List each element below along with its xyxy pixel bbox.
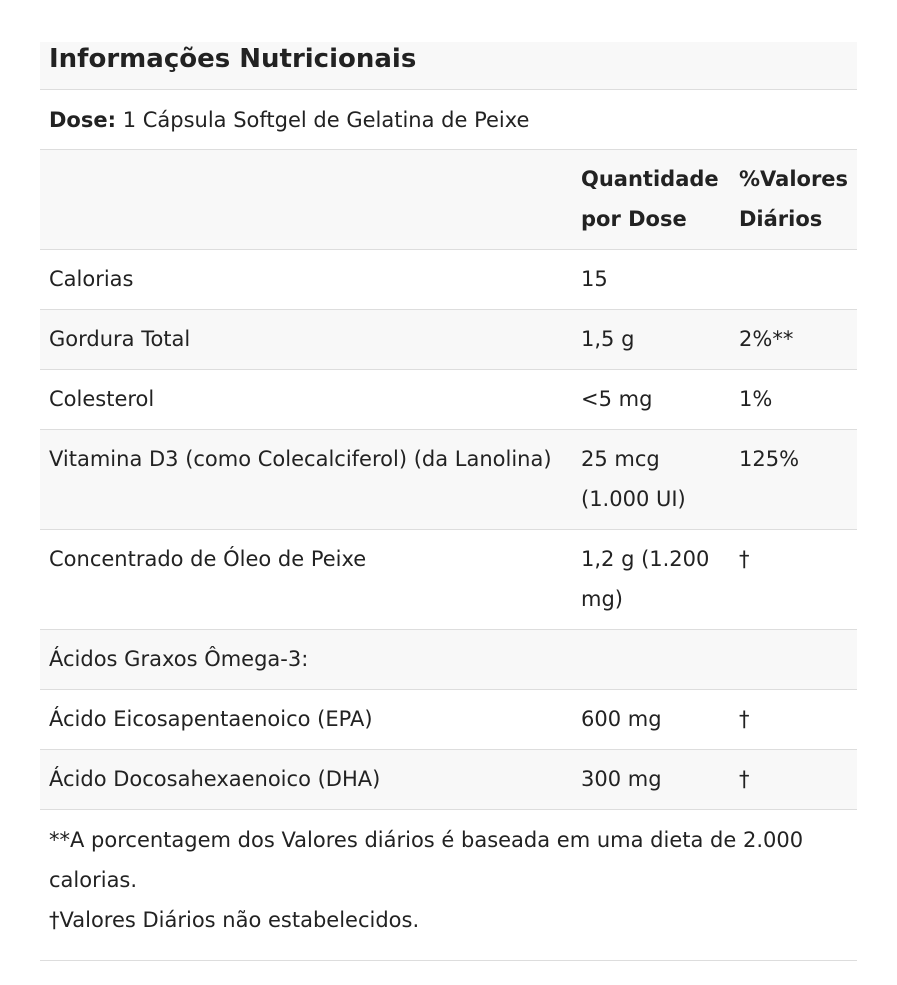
nutrient-row: Vitamina D3 (como Colecalciferol) (da La…	[40, 429, 858, 530]
footnote: †Valores Diários não estabelecidos.	[49, 908, 420, 932]
amount: <5 mg	[572, 369, 730, 430]
nutrient-row: Ácido Docosahexaenoico (DHA) 300 mg †	[40, 749, 858, 810]
daily-value: †	[730, 689, 858, 750]
nutrient: Calorias	[40, 249, 572, 310]
dose: Dose: 1 Cápsula Softgel de Gelatina de P…	[40, 89, 858, 150]
nutrient: Ácido Docosahexaenoico (DHA)	[40, 749, 572, 810]
amount: 1,2 g (1.200 mg)	[572, 529, 730, 630]
daily-value: †	[730, 529, 858, 630]
header-amount: Quantidade por Dose	[572, 149, 730, 250]
dose-row: Dose: 1 Cápsula Softgel de Gelatina de P…	[40, 89, 858, 150]
header-daily-value: %Valores Diários	[730, 149, 858, 250]
nutrient: Concentrado de Óleo de Peixe	[40, 529, 572, 630]
nutrient: Ácidos Graxos Ômega-3:	[40, 629, 858, 690]
amount: 25 mcg (1.000 UI)	[572, 429, 730, 530]
nutrient-row: Calorias 15	[40, 249, 858, 310]
nutrient-row: Colesterol <5 mg 1%	[40, 369, 858, 430]
amount: 1,5 g	[572, 309, 730, 370]
footnote: **A porcentagem dos Valores diários é ba…	[49, 828, 804, 892]
amount: 300 mg	[572, 749, 730, 810]
dose-label: Dose:	[49, 108, 116, 132]
nutrient-row: Concentrado de Óleo de Peixe 1,2 g (1.200…	[40, 529, 858, 630]
footnote-row: **A porcentagem dos Valores diários é ba…	[40, 809, 858, 961]
amount: 15	[572, 249, 730, 310]
daily-value: †	[730, 749, 858, 810]
nutrient: Ácido Eicosapentaenoico (EPA)	[40, 689, 572, 750]
title-row: Informações Nutricionais	[40, 42, 858, 90]
title: Informações Nutricionais	[40, 42, 858, 90]
footnotes: **A porcentagem dos Valores diários é ba…	[40, 809, 858, 961]
nutrient: Colesterol	[40, 369, 572, 430]
daily-value: 1%	[730, 369, 858, 430]
nutrient: Vitamina D3 (como Colecalciferol) (da La…	[40, 429, 572, 530]
nutrient: Gordura Total	[40, 309, 572, 370]
nutrition-table: Informações Nutricionais Dose: 1 Cápsula…	[40, 42, 858, 961]
daily-value: 2%**	[730, 309, 858, 370]
daily-value: 125%	[730, 429, 858, 530]
nutrient-row: Gordura Total 1,5 g 2%**	[40, 309, 858, 370]
nutrient-row: Ácido Eicosapentaenoico (EPA) 600 mg †	[40, 689, 858, 750]
dose-value: 1 Cápsula Softgel de Gelatina de Peixe	[122, 108, 530, 132]
daily-value	[730, 249, 858, 310]
amount: 600 mg	[572, 689, 730, 750]
header-row: Quantidade por Dose %Valores Diários	[40, 149, 858, 250]
nutrient-row: Ácidos Graxos Ômega-3:	[40, 629, 858, 690]
header-blank	[40, 149, 572, 250]
